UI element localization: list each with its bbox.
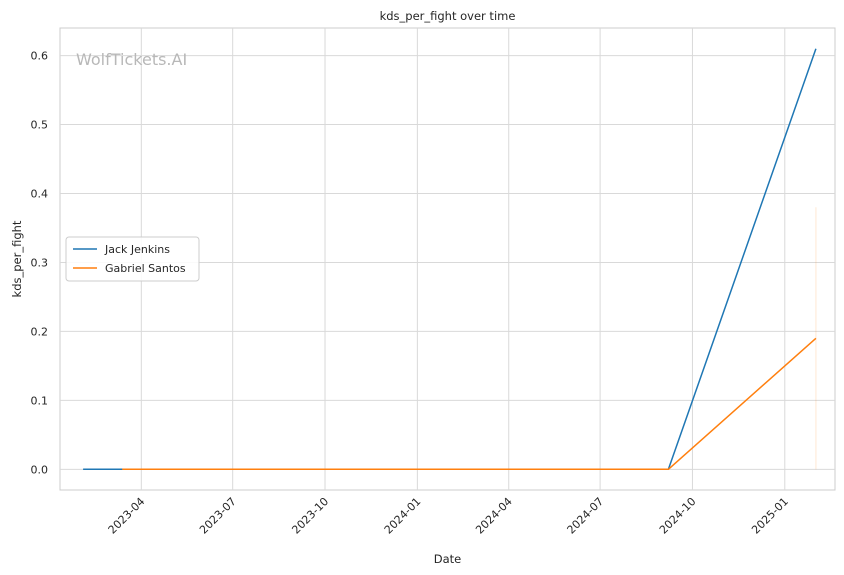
y-axis-label: kds_per_fight (10, 220, 24, 297)
x-axis-label: Date (434, 552, 462, 566)
x-tick-label: 2023-07 (197, 495, 239, 537)
legend-box (65, 236, 200, 282)
y-tick-label: 0.5 (31, 119, 49, 132)
chart-title: kds_per_fight over time (380, 9, 516, 23)
legend: Jack Jenkins Gabriel Santos (65, 236, 200, 282)
watermark-text: WolfTickets.AI (76, 50, 187, 69)
series-lines (83, 48, 817, 471)
x-tick-label: 2024-07 (565, 495, 607, 537)
y-axis-ticks: 0.0 0.1 0.2 0.3 0.4 0.5 0.6 (31, 50, 49, 477)
x-axis-ticks: 2023-04 2023-07 2023-10 2024-01 2024-04 2024-… (106, 495, 791, 537)
x-tick-label: 2024-01 (382, 495, 424, 537)
x-tick-label: 2024-10 (657, 495, 699, 537)
x-tick-label: 2023-04 (106, 495, 148, 537)
y-tick-label: 0.1 (31, 394, 49, 407)
y-tick-label: 0.6 (31, 50, 49, 63)
x-tick-label: 2023-10 (289, 495, 331, 537)
y-tick-label: 0.3 (31, 256, 49, 269)
series-line-1 (122, 337, 817, 471)
legend-label: Gabriel Santos (105, 262, 186, 275)
x-tick-label: 2025-01 (749, 495, 791, 537)
x-tick-label: 2024-04 (473, 495, 515, 537)
y-tick-label: 0.0 (31, 463, 49, 476)
y-tick-label: 0.4 (31, 187, 49, 200)
y-tick-label: 0.2 (31, 325, 49, 338)
legend-label: Jack Jenkins (104, 243, 170, 256)
